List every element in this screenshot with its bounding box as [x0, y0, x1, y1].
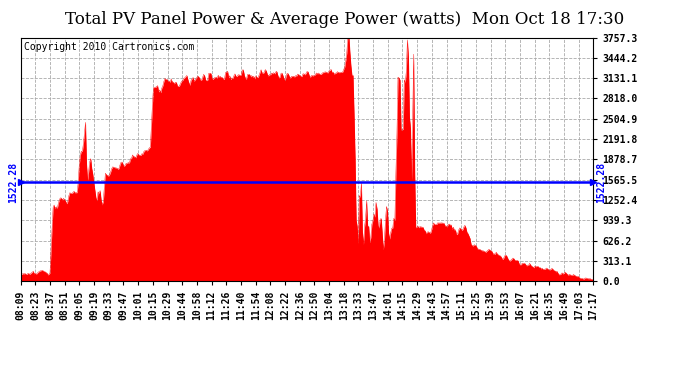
Text: 1522.28: 1522.28 [596, 162, 607, 203]
Text: Copyright 2010 Cartronics.com: Copyright 2010 Cartronics.com [23, 42, 194, 52]
Text: Total PV Panel Power & Average Power (watts)  Mon Oct 18 17:30: Total PV Panel Power & Average Power (wa… [66, 11, 624, 28]
Text: 1522.28: 1522.28 [8, 162, 18, 203]
